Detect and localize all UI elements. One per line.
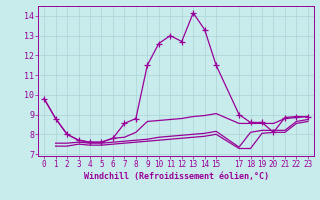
X-axis label: Windchill (Refroidissement éolien,°C): Windchill (Refroidissement éolien,°C) (84, 172, 268, 181)
